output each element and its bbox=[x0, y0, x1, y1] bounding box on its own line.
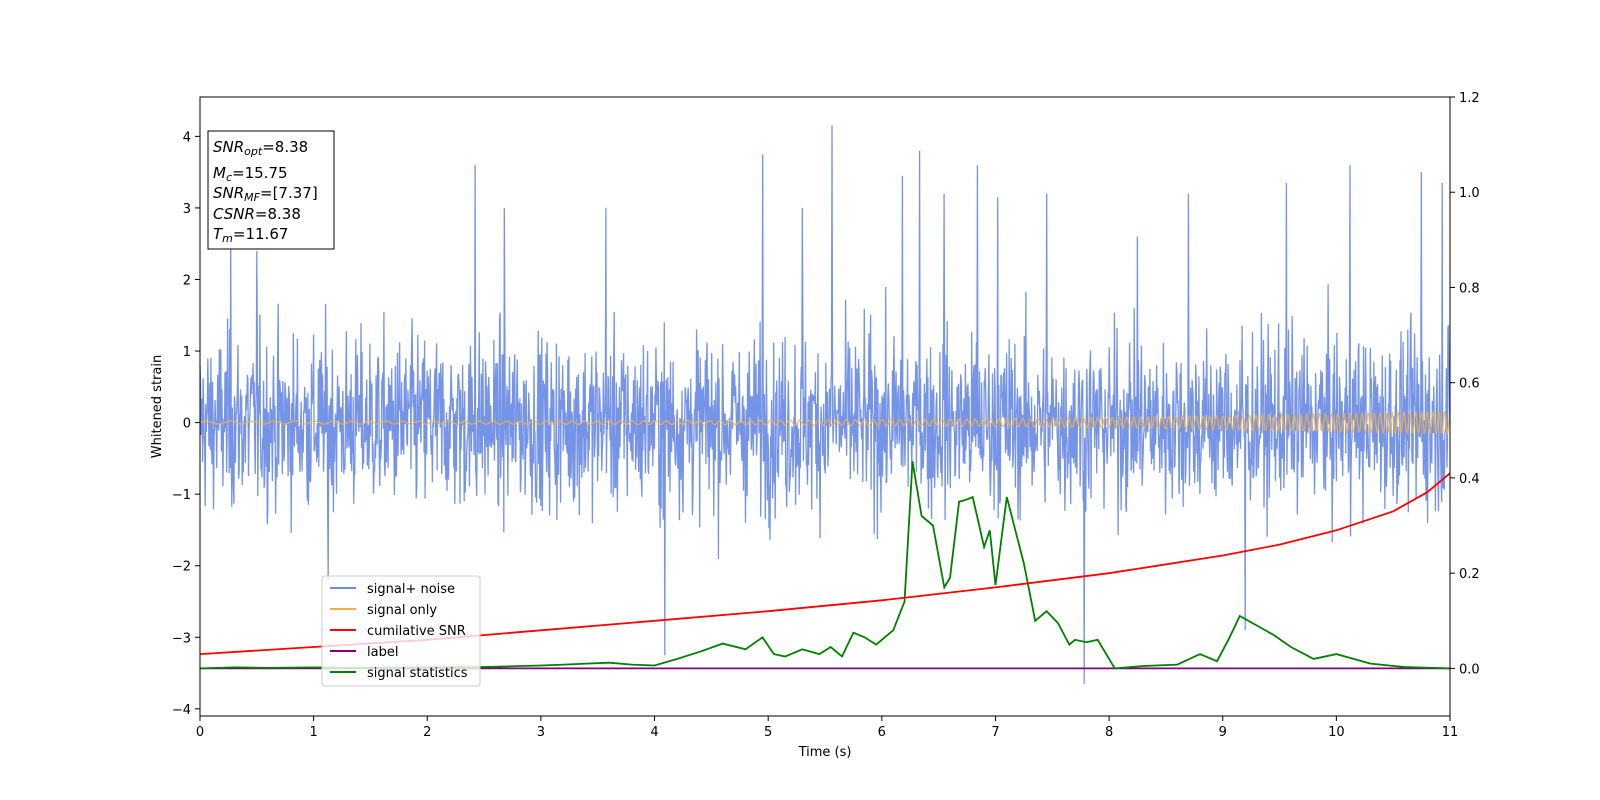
x-tick-label: 11 bbox=[1442, 725, 1459, 740]
info-snr-opt: SNRopt=8.38 bbox=[213, 138, 308, 158]
y-tick-label: −1 bbox=[172, 488, 191, 503]
x-tick-label: 10 bbox=[1328, 725, 1345, 740]
y-axis-right: 0.0 0.2 0.4 0.6 0.8 1.0 1.2 bbox=[1450, 91, 1480, 677]
y-tick-label: −3 bbox=[172, 631, 191, 646]
info-tm: Tm=11.67 bbox=[213, 225, 288, 245]
y-tick-label: 1 bbox=[183, 345, 191, 360]
legend-label: label bbox=[367, 645, 398, 660]
plot-frame bbox=[199, 96, 1451, 717]
info-box-frame bbox=[207, 130, 335, 250]
series-signal-statistics bbox=[199, 461, 1451, 670]
y-axis-left: −4 −3 −2 −1 0 1 2 3 4 bbox=[172, 130, 200, 718]
y2-tick-label: 0.8 bbox=[1459, 281, 1480, 296]
y-tick-label: 4 bbox=[183, 130, 191, 145]
x-axis-title: Time (s) bbox=[798, 745, 852, 760]
legend: signal+ noise signal only cumilative SNR la… bbox=[321, 575, 481, 687]
x-axis: 0 1 2 3 4 5 6 7 8 9 10 11 bbox=[196, 716, 1458, 740]
info-csnr: CSNR=8.38 bbox=[213, 205, 301, 223]
x-tick-label: 7 bbox=[991, 725, 999, 740]
y-tick-label: −2 bbox=[172, 560, 191, 575]
series-signal-noise bbox=[199, 125, 1451, 684]
x-tick-label: 1 bbox=[309, 725, 317, 740]
info-mc: Mc=15.75 bbox=[213, 164, 288, 184]
x-tick-label: 3 bbox=[537, 725, 545, 740]
x-tick-label: 9 bbox=[1219, 725, 1227, 740]
y2-tick-label: 1.0 bbox=[1459, 186, 1480, 201]
series-signal-only bbox=[199, 409, 1451, 437]
x-tick-label: 2 bbox=[423, 725, 431, 740]
y-tick-label: 0 bbox=[183, 417, 191, 432]
legend-label: cumilative SNR bbox=[367, 624, 466, 639]
y-tick-label: 2 bbox=[183, 273, 191, 288]
y-tick-label: 3 bbox=[183, 202, 191, 217]
legend-label: signal+ noise bbox=[367, 582, 455, 597]
y-axis-title: Whitened strain bbox=[150, 355, 165, 458]
info-snr-mf: SNRMF=[7.37] bbox=[213, 184, 318, 204]
x-tick-label: 8 bbox=[1105, 725, 1113, 740]
legend-label: signal only bbox=[367, 603, 437, 618]
y2-tick-label: 0.0 bbox=[1459, 662, 1480, 677]
x-tick-label: 4 bbox=[650, 725, 658, 740]
y2-tick-label: 0.2 bbox=[1459, 567, 1480, 582]
y2-tick-label: 1.2 bbox=[1459, 91, 1480, 106]
y-tick-label: −4 bbox=[172, 703, 191, 718]
y2-tick-label: 0.4 bbox=[1459, 472, 1480, 487]
info-box: SNRopt=8.38 Mc=15.75 SNRMF=[7.37] CSNR=8… bbox=[207, 130, 335, 250]
legend-frame bbox=[321, 575, 481, 687]
legend-label: signal statistics bbox=[367, 666, 468, 681]
y2-tick-label: 0.6 bbox=[1459, 377, 1480, 392]
x-tick-label: 0 bbox=[196, 725, 204, 740]
x-tick-label: 6 bbox=[878, 725, 886, 740]
x-tick-label: 5 bbox=[764, 725, 772, 740]
